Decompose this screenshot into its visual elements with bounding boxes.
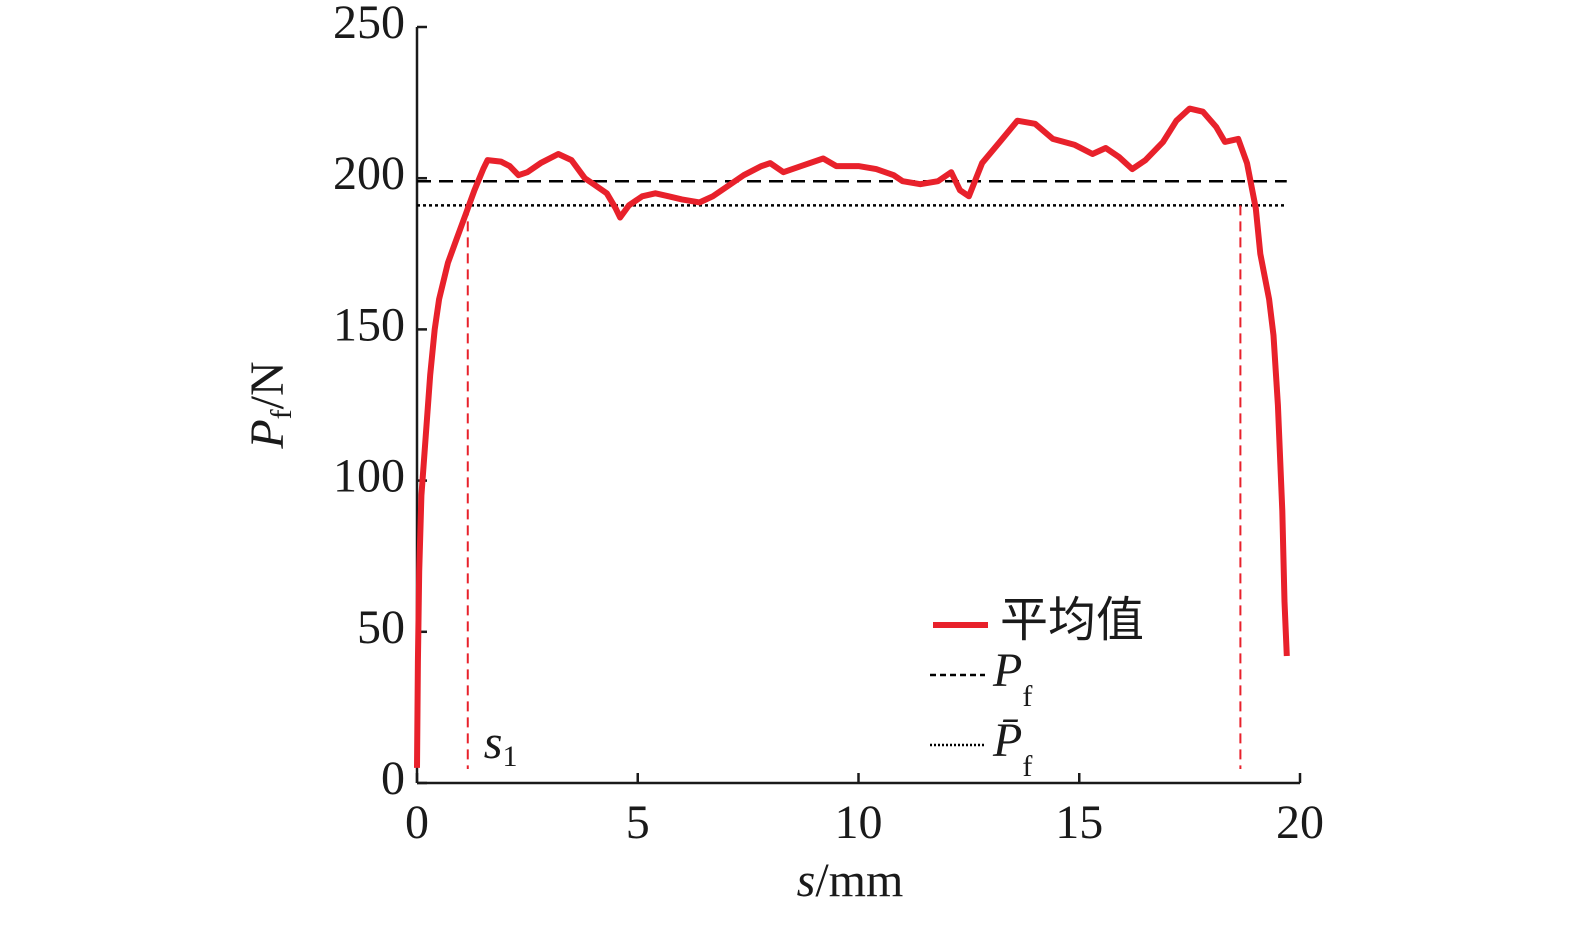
legend-subscript: f xyxy=(1022,680,1032,713)
x-axis-label: s/mm xyxy=(797,854,904,907)
y-tick-label: 200 xyxy=(333,147,405,200)
marker-label-subscript: 1 xyxy=(502,740,517,773)
x-label-unit: /mm xyxy=(815,854,903,907)
legend-symbol: P xyxy=(992,644,1022,697)
y-label-symbol: P xyxy=(241,419,294,449)
y-label-unit: /N xyxy=(241,361,294,409)
x-tick-label: 20 xyxy=(1276,796,1324,849)
x-tick-label: 0 xyxy=(405,796,429,849)
data-line xyxy=(414,105,1290,768)
legend-label: P̄f xyxy=(992,714,1032,783)
y-tick-label: 0 xyxy=(381,752,405,805)
x-tick-label: 10 xyxy=(835,796,883,849)
y-label-subscript: f xyxy=(265,409,298,419)
x-tick-label: 5 xyxy=(626,796,650,849)
y-tick-label: 50 xyxy=(357,601,405,654)
legend-subscript: f xyxy=(1022,750,1032,783)
marker-label-symbol: s xyxy=(484,716,503,769)
y-axis-label: Pf/N xyxy=(241,361,298,449)
legend-symbol: P̄ xyxy=(992,714,1022,767)
x-tick-label: 15 xyxy=(1055,796,1103,849)
y-tick-label: 150 xyxy=(333,298,405,351)
legend-label: Pf xyxy=(992,644,1032,713)
legend-label: 平均值 xyxy=(1000,594,1144,647)
marker-label: s1 xyxy=(484,716,518,773)
y-tick-label: 250 xyxy=(333,0,405,49)
y-tick-label: 100 xyxy=(333,450,405,503)
x-label-symbol: s xyxy=(797,854,816,907)
